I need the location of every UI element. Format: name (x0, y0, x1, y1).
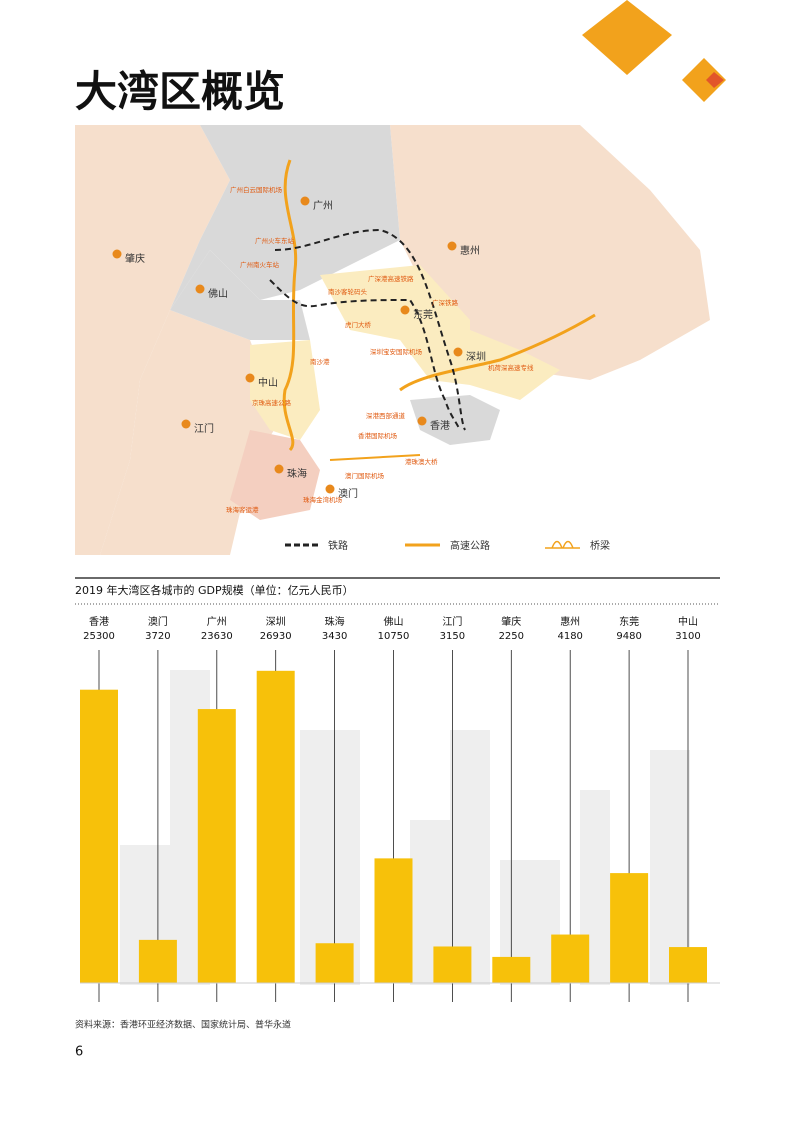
category-label: 惠州 (560, 615, 580, 628)
place-label: 广深港高速铁路 (368, 274, 414, 283)
value-label: 3150 (440, 631, 465, 642)
diamond (706, 72, 724, 88)
city-label: 惠州 (460, 244, 480, 257)
city-label: 澳门 (338, 487, 358, 500)
source: 资料来源：香港环亚经济数据、国家统计局、普华永道 (75, 1019, 291, 1031)
city-label: 肇庆 (125, 252, 145, 265)
value-label: 3430 (322, 631, 347, 642)
value-label: 2250 (499, 631, 524, 642)
pin (195, 284, 205, 294)
region (390, 125, 710, 380)
place-label: 深港西部通道 (366, 411, 406, 420)
value-label: 9480 (616, 631, 641, 642)
bar (669, 947, 707, 983)
value-label: 3100 (675, 631, 700, 642)
region (320, 265, 470, 340)
place-label: 广州南火车站 (240, 260, 280, 269)
bar (374, 858, 413, 983)
railway (269, 279, 461, 431)
value-label: 10750 (378, 631, 410, 642)
bar (315, 943, 354, 983)
city-label: 中山 (258, 376, 278, 389)
category-label: 广州 (207, 616, 227, 628)
region (230, 430, 320, 520)
region (75, 125, 230, 555)
place-label: 澳门国际机场 (345, 471, 385, 480)
place-label: 南沙港 (310, 357, 330, 366)
city-label: 香港 (430, 420, 450, 432)
legend-label: 铁路 (328, 539, 348, 552)
category-label: 中山 (678, 615, 698, 628)
city-label: 东莞 (413, 308, 433, 321)
place-label: 港珠澳大桥 (405, 457, 438, 466)
railway (274, 228, 466, 431)
place-label: 深圳宝安国际机场 (370, 347, 423, 356)
value-label: 25300 (83, 631, 115, 642)
city-label: 江门 (194, 422, 214, 435)
pin (181, 419, 191, 429)
pin (453, 347, 463, 357)
legend-label: 高速公路 (450, 539, 490, 552)
bar (80, 689, 118, 983)
bar (256, 670, 295, 983)
place-label: 广州火车东站 (255, 236, 295, 245)
city-label: 珠海 (287, 467, 307, 480)
place-label: 香港国际机场 (358, 431, 398, 440)
highway (399, 313, 596, 392)
legend-swatch (545, 540, 580, 549)
highway (282, 159, 298, 452)
category-label: 江门 (442, 615, 462, 628)
pin (400, 305, 410, 315)
city-label: 广州 (313, 200, 333, 212)
place-label: 机荷深高速专线 (488, 363, 534, 372)
pin (274, 464, 284, 474)
category-label: 佛山 (384, 615, 404, 628)
bar (197, 709, 236, 983)
place-label: 南沙客轮码头 (328, 287, 368, 296)
category-label: 珠海 (325, 615, 345, 628)
value-label: 4180 (557, 631, 582, 642)
category-label: 香港 (89, 616, 109, 628)
pin (447, 241, 457, 251)
bar (433, 946, 472, 983)
category-label: 澳门 (148, 615, 168, 628)
value-label: 23630 (201, 631, 233, 642)
pin (325, 484, 335, 494)
bar (610, 873, 649, 983)
bridge (329, 454, 421, 461)
bar (492, 956, 531, 983)
region (170, 250, 310, 340)
legend-label: 桥梁 (590, 539, 610, 552)
value-label: 3720 (145, 631, 170, 642)
pin (300, 196, 310, 206)
pin (245, 373, 255, 383)
place-label: 广州白云国际机场 (230, 185, 283, 194)
value-label: 26930 (260, 631, 292, 642)
page-title: 大湾区概览 (75, 67, 285, 116)
bar (551, 934, 590, 983)
diamond (582, 0, 672, 75)
city-label: 佛山 (208, 287, 228, 300)
category-label: 深圳 (266, 616, 286, 628)
category-label: 肇庆 (501, 615, 521, 628)
city-label: 深圳 (466, 351, 486, 363)
bar (138, 939, 177, 983)
place-label: 虎门大桥 (345, 320, 372, 329)
region (410, 395, 500, 445)
place-label: 珠海客运港 (226, 505, 259, 514)
pin (417, 416, 427, 426)
place-label: 京珠高速公路 (252, 398, 292, 407)
pin (112, 249, 122, 259)
place-label: 珠海金湾机场 (303, 495, 343, 504)
category-label: 东莞 (619, 615, 639, 628)
region (170, 125, 400, 310)
diamond (682, 58, 726, 102)
place-label: 广深铁路 (432, 298, 459, 307)
page-number: 6 (75, 1045, 83, 1060)
chart-title: 2019 年大湾区各城市的 GDP规模（单位：亿元人民币） (75, 583, 354, 597)
